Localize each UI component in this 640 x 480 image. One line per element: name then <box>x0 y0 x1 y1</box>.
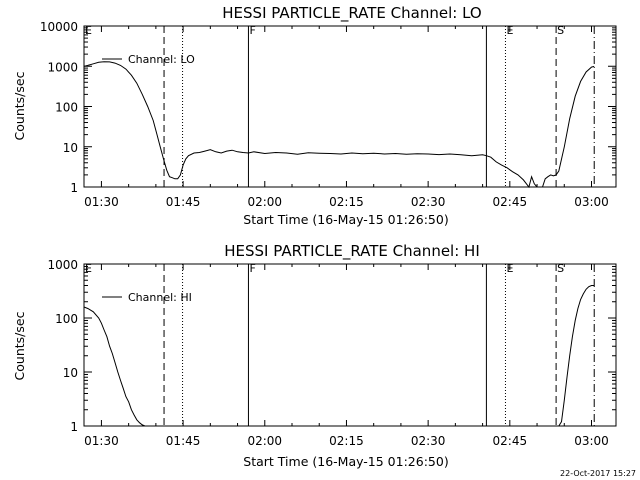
marker-label-3: F <box>249 262 255 275</box>
y-tick-label-1: 10 <box>63 366 78 380</box>
event-markers: EFES <box>83 24 595 187</box>
x-tick-label-0: 01:30 <box>84 434 119 448</box>
x-axis-label: Start Time (16-May-15 01:26:50) <box>243 454 448 469</box>
axis-ticks: 01:30 01:45 02:00 02:15 02:30 02:45 03:00 1 10 10… <box>40 20 616 209</box>
panel-lo: HESSI PARTICLE_RATE Channel: LO EFES 01:… <box>12 4 617 227</box>
marker-label-6: S <box>557 24 564 37</box>
x-axis-label: Start Time (16-May-15 01:26:50) <box>243 212 448 227</box>
series-line <box>83 285 595 427</box>
y-tick-label-3: 1000 <box>47 60 78 74</box>
y-tick-label-2: 100 <box>55 101 78 115</box>
panel-hi: HESSI PARTICLE_RATE Channel: HI EFES 01:… <box>12 242 617 469</box>
x-tick-label-6: 03:00 <box>574 434 609 448</box>
x-tick-label-1: 01:45 <box>166 434 201 448</box>
marker-label-6: S <box>557 262 564 275</box>
x-tick-label-0: 01:30 <box>84 195 119 209</box>
marker-label-0: E <box>85 24 92 37</box>
x-tick-label-6: 03:00 <box>574 195 609 209</box>
marker-label-0: E <box>85 262 92 275</box>
y-tick-label-0: 1 <box>70 181 78 195</box>
x-tick-label-4: 02:30 <box>411 195 446 209</box>
x-tick-label-5: 02:45 <box>493 434 528 448</box>
chart-title: HESSI PARTICLE_RATE Channel: HI <box>224 242 480 261</box>
y-tick-label-0: 1 <box>70 420 78 434</box>
y-axis-label: Counts/sec <box>12 71 27 140</box>
x-tick-label-4: 02:30 <box>411 434 446 448</box>
legend-label: Channel: LO <box>128 53 195 66</box>
axis-ticks: 01:30 01:45 02:00 02:15 02:30 02:45 03:00 1 10 10… <box>47 258 616 448</box>
x-tick-label-3: 02:15 <box>329 434 364 448</box>
event-markers: EFES <box>83 262 595 426</box>
y-tick-label-2: 100 <box>55 312 78 326</box>
x-tick-label-2: 02:00 <box>247 195 282 209</box>
x-tick-label-5: 02:45 <box>493 195 528 209</box>
y-tick-label-3: 1000 <box>47 258 78 272</box>
y-tick-label-1: 10 <box>63 141 78 155</box>
y-tick-label-4: 10000 <box>40 20 78 34</box>
timestamp-label: 22-Oct-2017 15:27 <box>560 469 636 478</box>
chart-title: HESSI PARTICLE_RATE Channel: LO <box>222 4 481 23</box>
marker-label-3: F <box>249 24 255 37</box>
legend-label: Channel: HI <box>128 291 192 304</box>
x-tick-label-3: 02:15 <box>329 195 364 209</box>
series-line <box>83 61 595 189</box>
y-axis-label: Counts/sec <box>12 311 27 380</box>
x-tick-label-2: 02:00 <box>247 434 282 448</box>
x-tick-label-1: 01:45 <box>166 195 201 209</box>
